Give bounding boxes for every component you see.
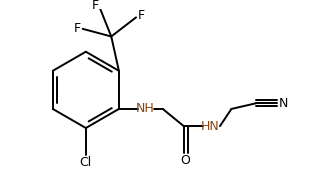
Text: F: F: [73, 22, 81, 35]
Text: F: F: [137, 9, 145, 22]
Text: HN: HN: [201, 120, 220, 133]
Text: Cl: Cl: [80, 156, 92, 169]
Text: F: F: [91, 0, 99, 13]
Text: O: O: [181, 154, 191, 167]
Text: NH: NH: [136, 102, 155, 116]
Text: N: N: [279, 97, 288, 110]
